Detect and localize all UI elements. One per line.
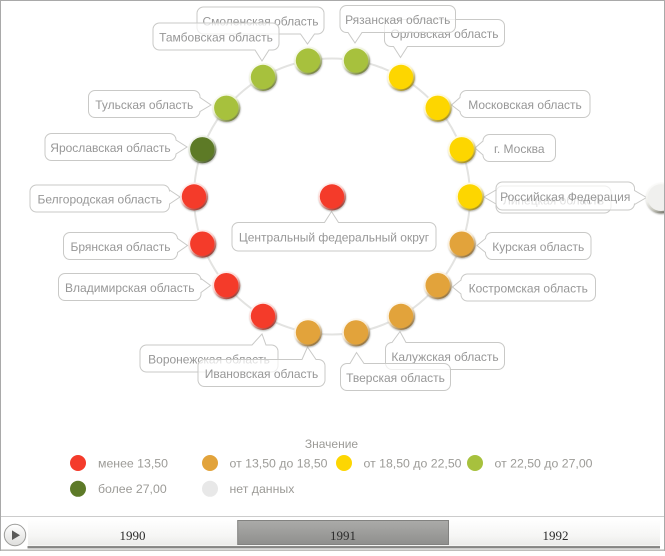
svg-text:г. Москва: г. Москва: [494, 142, 545, 156]
svg-text:Значение: Значение: [305, 437, 359, 451]
svg-text:Центральный федеральный округ: Центральный федеральный округ: [239, 231, 430, 245]
svg-text:1992: 1992: [543, 528, 569, 543]
svg-text:1991: 1991: [330, 528, 356, 543]
svg-text:Российская Федерация: Российская Федерация: [500, 190, 630, 204]
svg-text:Ярославская область: Ярославская область: [50, 141, 170, 155]
svg-text:Брянская область: Брянская область: [71, 240, 171, 254]
svg-text:нет данных: нет данных: [230, 482, 296, 496]
svg-text:от 13,50 до 18,50: от 13,50 до 18,50: [230, 456, 328, 470]
svg-text:Калужская область: Калужская область: [391, 350, 498, 364]
svg-text:1990: 1990: [120, 528, 146, 543]
svg-text:от 18,50 до 22,50: от 18,50 до 22,50: [364, 456, 462, 470]
svg-text:Московская область: Московская область: [468, 98, 582, 112]
svg-text:Курская область: Курская область: [492, 240, 584, 254]
svg-text:Тульская область: Тульская область: [95, 98, 193, 112]
svg-text:Костромская область: Костромская область: [469, 281, 588, 295]
svg-text:Рязанская область: Рязанская область: [345, 13, 450, 27]
svg-text:менее 13,50: менее 13,50: [98, 456, 168, 470]
svg-text:Ивановская область: Ивановская область: [205, 367, 319, 381]
svg-text:от 22,50 до 27,00: от 22,50 до 27,00: [495, 456, 593, 470]
svg-text:Тамбовская область: Тамбовская область: [159, 30, 273, 44]
svg-text:Тверская область: Тверская область: [346, 371, 445, 385]
svg-text:более 27,00: более 27,00: [98, 482, 167, 496]
svg-text:Владимирская область: Владимирская область: [65, 281, 194, 295]
svg-text:Белгородская область: Белгородская область: [38, 192, 162, 206]
